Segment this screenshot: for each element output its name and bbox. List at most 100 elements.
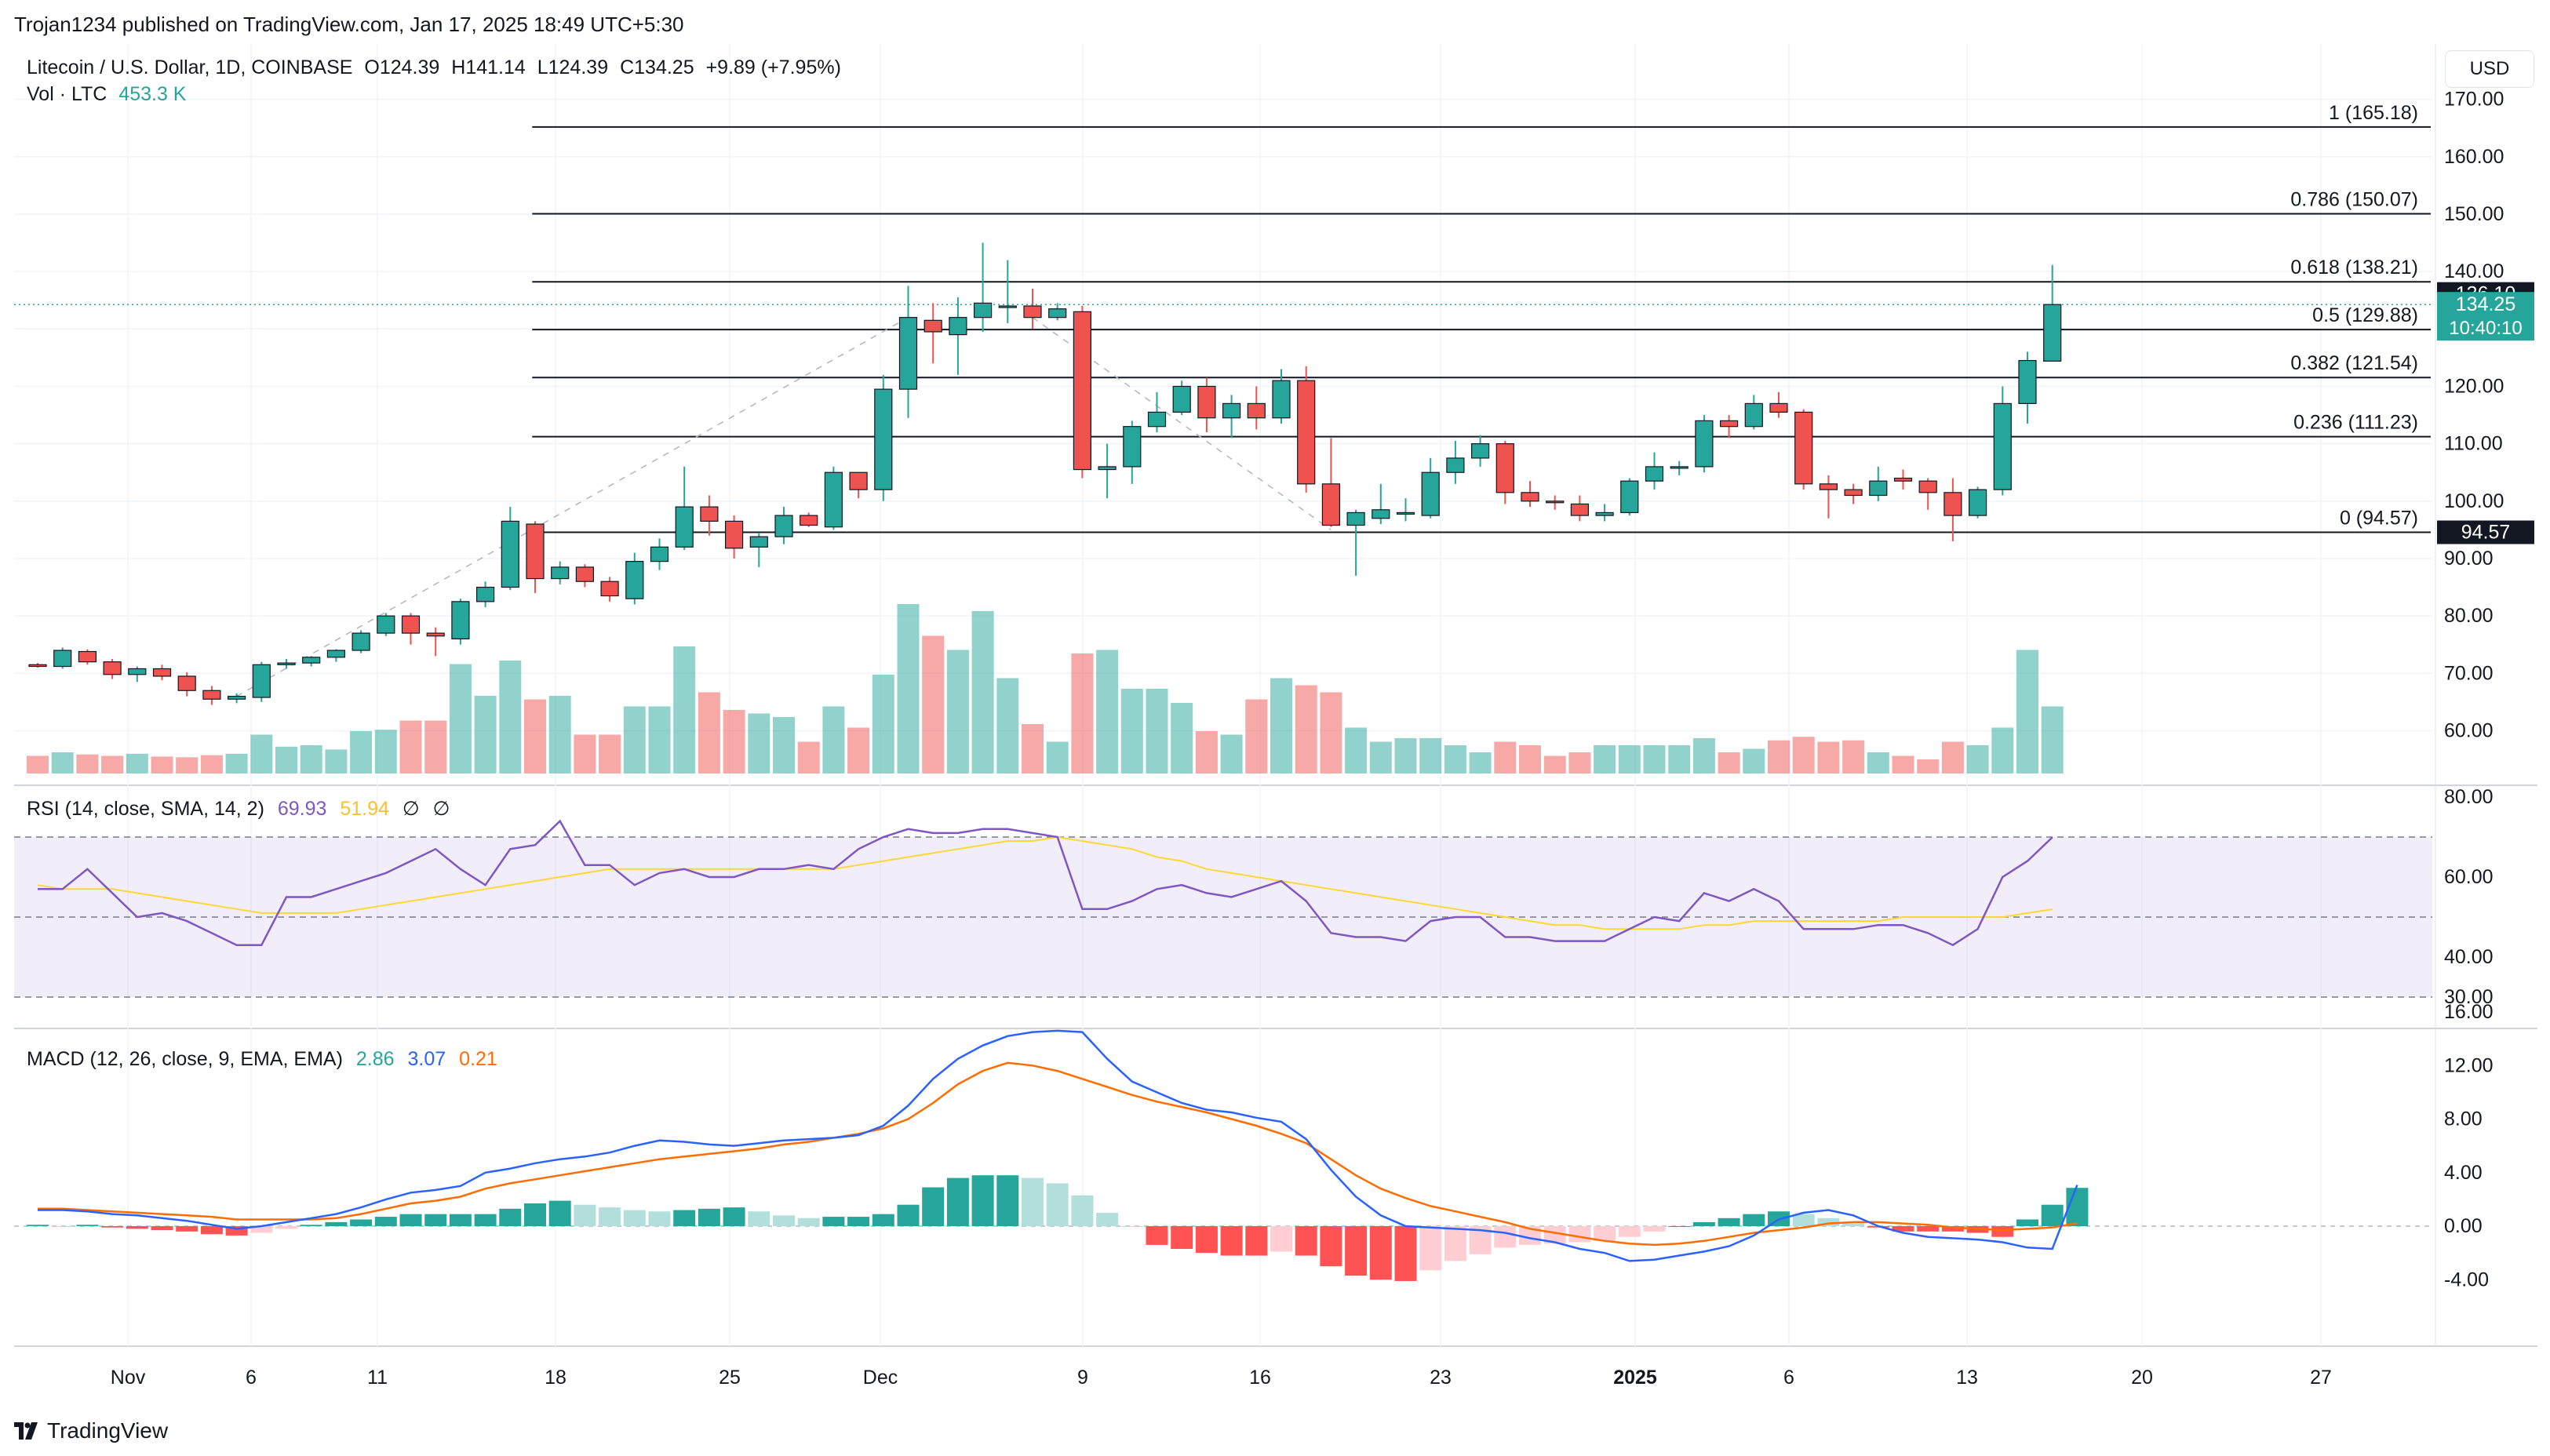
candle-up [1645, 466, 1664, 482]
candle-down [575, 566, 595, 582]
macd-histogram-bar [897, 1204, 920, 1226]
volume-bar [27, 755, 49, 774]
volume-bar [126, 753, 148, 774]
candle-down [724, 520, 744, 549]
volume-bar [1594, 745, 1616, 774]
macd-value: 3.07 [407, 1048, 446, 1070]
macd-histogram-bar [524, 1203, 546, 1226]
volume-bar [1917, 759, 1940, 774]
macd-histogram-bar [1594, 1226, 1616, 1241]
currency-button[interactable]: USD [2445, 50, 2534, 88]
volume-bar [623, 706, 646, 774]
candle-up [1147, 411, 1167, 428]
volume-label[interactable]: Vol · LTC [27, 83, 107, 105]
candle-down [78, 650, 97, 663]
macd-tick-label: 16.00 [2444, 1001, 2494, 1023]
volume-bar [76, 754, 99, 774]
volume-bar [971, 611, 994, 774]
volume-bar [151, 756, 173, 774]
volume-bar [1692, 738, 1715, 774]
time-tick-label: 23 [1430, 1367, 1452, 1389]
macd-signal-value: 0.21 [459, 1048, 497, 1070]
macd-histogram-bar [51, 1226, 74, 1227]
macd-tick-label: -4.00 [2444, 1269, 2489, 1290]
macd-hist-value: 2.86 [355, 1048, 395, 1070]
volume-bar [946, 650, 969, 774]
macd-histogram-bar [449, 1214, 472, 1226]
macd-histogram-bar [1245, 1226, 1268, 1256]
macd-histogram-bar [1096, 1212, 1119, 1226]
candle-up [1446, 457, 1465, 473]
trend-connector [1032, 317, 1331, 530]
volume-bar [1394, 738, 1417, 774]
candle-down [1893, 477, 1913, 482]
candle-up [824, 471, 843, 528]
time-tick-label: 18 [545, 1367, 566, 1389]
volume-bar [897, 604, 920, 774]
volume-bar [1345, 727, 1368, 774]
volume-bar [1817, 741, 1840, 774]
macd-histogram-bar [399, 1214, 422, 1226]
volume-bar [822, 706, 845, 774]
macd-histogram-bar [151, 1226, 173, 1231]
price-tick-label: 100.00 [2444, 490, 2504, 512]
candle-up [1620, 480, 1639, 514]
chart-canvas[interactable]: 60.0070.0080.0090.00100.00110.00120.0013… [14, 44, 2537, 1403]
volume-bar [1643, 745, 1666, 774]
candle-up [1744, 402, 1763, 428]
footer-brand-label: TradingView [47, 1418, 169, 1443]
candle-up [1372, 509, 1390, 519]
rsi-tick-label: 80.00 [2444, 786, 2494, 808]
macd-histogram-bar [946, 1178, 969, 1226]
candle-down [177, 675, 196, 691]
chart-frame[interactable]: 60.0070.0080.0090.00100.00110.00120.0013… [14, 44, 2537, 1403]
candle-down [1769, 402, 1788, 413]
macd-histogram-bar [1941, 1226, 1964, 1232]
candle-down [1570, 503, 1590, 516]
volume-bar [424, 720, 447, 774]
macd-histogram-bar [1692, 1221, 1715, 1226]
rsi-extra-1: ∅ [402, 798, 420, 820]
volume-bar [176, 757, 199, 774]
macd-histogram-bar [748, 1211, 770, 1226]
macd-histogram-bar [922, 1187, 945, 1226]
volume-bar [574, 734, 596, 774]
macd-histogram-bar [1320, 1226, 1342, 1267]
macd-histogram-bar [996, 1175, 1019, 1226]
rsi-label[interactable]: RSI (14, close, SMA, 14, 2) [27, 798, 264, 820]
candle-up [625, 561, 644, 599]
candle-up [1172, 385, 1191, 413]
candle-up [2018, 359, 2037, 405]
candle-up [1670, 466, 1688, 469]
macd-label[interactable]: MACD (12, 26, close, 9, EMA, EMA) [27, 1048, 343, 1070]
macd-histogram-bar [2016, 1219, 2038, 1226]
macd-histogram-bar [76, 1225, 99, 1226]
macd-tick-label: 0.00 [2444, 1215, 2483, 1237]
macd-histogram-bar [1892, 1226, 1914, 1232]
volume-bar [1469, 752, 1492, 774]
candle-down [28, 664, 47, 668]
candle-down [152, 668, 172, 677]
volume-bar [101, 755, 124, 774]
macd-histogram-bar [1171, 1226, 1193, 1250]
time-tick-label: 27 [2310, 1367, 2332, 1389]
candle-down [1918, 480, 1937, 493]
macd-histogram-bar [1568, 1226, 1591, 1243]
candle-up [1123, 426, 1142, 468]
volume-bar [1867, 752, 1889, 774]
rsi-tick-label: 30.00 [2444, 986, 2494, 1008]
fib-level-label: 0.236 (111.23) [2293, 412, 2418, 434]
price-tick-label: 90.00 [2444, 548, 2494, 570]
symbol-title[interactable]: Litecoin / U.S. Dollar, 1D, COINBASE [27, 56, 353, 78]
time-tick-label: 25 [719, 1367, 741, 1389]
candle-down [1819, 483, 1838, 490]
candle-up [1396, 511, 1415, 515]
rsi-sma-line [37, 835, 2053, 930]
macd-histogram-bar [1369, 1226, 1392, 1280]
rsi-sma-value: 51.94 [340, 798, 389, 820]
fib-level-label: 0.5 (129.88) [2312, 304, 2418, 326]
volume-bar [1320, 692, 1342, 774]
candle-down [103, 661, 122, 675]
footer-brand[interactable]: TradingView [14, 1418, 168, 1443]
macd-histogram-bar [1743, 1214, 1765, 1226]
